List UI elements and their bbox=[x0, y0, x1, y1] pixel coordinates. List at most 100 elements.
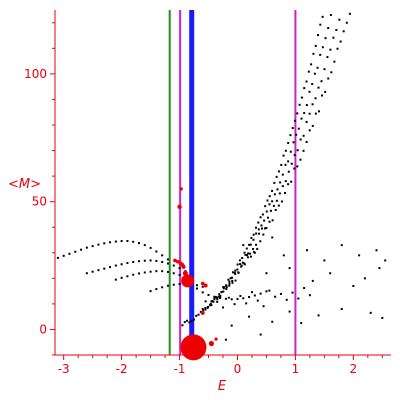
data-point-black-24 bbox=[236, 263, 239, 266]
data-point-black-272 bbox=[265, 290, 268, 293]
data-point-black-73 bbox=[231, 276, 234, 279]
data-point-black-313 bbox=[288, 267, 291, 270]
data-point-black-142 bbox=[302, 134, 305, 137]
data-point-black-50 bbox=[296, 112, 299, 115]
data-point-black-81 bbox=[252, 238, 255, 241]
data-point-black-219 bbox=[91, 270, 94, 273]
data-point-black-162 bbox=[240, 264, 243, 267]
data-point-black-278 bbox=[233, 303, 236, 306]
x-ticks: -3 -2 -1 0 1 2 bbox=[58, 355, 383, 376]
data-point-black-306 bbox=[282, 254, 285, 257]
data-point-black-146 bbox=[314, 97, 317, 100]
data-point-black-5 bbox=[192, 318, 195, 321]
data-point-black-57 bbox=[312, 52, 315, 55]
data-point-black-74 bbox=[233, 271, 236, 274]
data-point-red-7 bbox=[181, 274, 195, 288]
y-tick-label-100: 100 bbox=[24, 67, 47, 81]
data-point-black-49 bbox=[294, 119, 297, 122]
data-point-black-216 bbox=[161, 254, 164, 257]
data-point-black-134 bbox=[278, 192, 281, 195]
data-point-red-10 bbox=[177, 204, 182, 209]
data-point-black-275 bbox=[216, 300, 219, 303]
data-point-black-21 bbox=[229, 277, 232, 280]
data-point-black-93 bbox=[284, 163, 287, 166]
data-point-black-99 bbox=[300, 117, 303, 120]
data-point-black-246 bbox=[172, 272, 175, 275]
data-point-red-15 bbox=[200, 310, 205, 315]
data-point-black-311 bbox=[375, 249, 378, 252]
data-point-black-283 bbox=[262, 305, 265, 308]
data-point-black-8 bbox=[199, 310, 202, 313]
data-point-black-111 bbox=[210, 300, 213, 303]
data-point-black-233 bbox=[172, 264, 175, 267]
data-point-black-165 bbox=[250, 255, 252, 258]
data-point-black-106 bbox=[319, 53, 322, 56]
data-point-black-307 bbox=[306, 249, 308, 252]
data-point-black-153 bbox=[335, 28, 338, 31]
data-point-black-247 bbox=[178, 274, 181, 277]
data-point-black-265 bbox=[224, 297, 227, 300]
data-point-black-95 bbox=[289, 150, 292, 153]
data-point-black-3 bbox=[188, 321, 191, 324]
data-point-black-317 bbox=[311, 279, 314, 282]
data-point-black-117 bbox=[228, 284, 231, 287]
data-point-black-113 bbox=[216, 298, 219, 301]
data-point-black-315 bbox=[363, 277, 366, 280]
data-point-black-118 bbox=[231, 279, 234, 282]
data-point-black-208 bbox=[114, 240, 117, 243]
data-point-black-169 bbox=[262, 233, 265, 236]
data-point-black-82 bbox=[255, 232, 258, 235]
data-point-black-160 bbox=[234, 279, 237, 282]
data-point-black-4 bbox=[190, 320, 193, 323]
data-point-black-161 bbox=[237, 271, 240, 274]
data-point-black-297 bbox=[369, 311, 372, 314]
data-point-red-11 bbox=[179, 187, 183, 191]
data-point-black-42 bbox=[277, 170, 280, 173]
data-point-black-148 bbox=[320, 80, 323, 83]
data-point-black-193 bbox=[336, 47, 339, 50]
data-point-black-20 bbox=[227, 278, 230, 281]
data-point-black-112 bbox=[213, 298, 216, 301]
data-point-black-299 bbox=[300, 322, 303, 325]
data-point-black-171 bbox=[268, 220, 271, 223]
data-point-black-131 bbox=[269, 209, 272, 212]
data-point-black-89 bbox=[273, 193, 276, 196]
data-point-black-304 bbox=[253, 251, 256, 254]
data-point-red-0 bbox=[173, 258, 177, 263]
data-point-black-273 bbox=[204, 300, 207, 303]
data-point-black-167 bbox=[256, 247, 259, 250]
data-point-black-314 bbox=[329, 272, 332, 275]
data-point-black-264 bbox=[219, 297, 222, 300]
data-point-black-232 bbox=[166, 262, 169, 265]
data-point-black-285 bbox=[274, 295, 277, 298]
data-point-black-176 bbox=[283, 192, 286, 195]
data-point-black-61 bbox=[321, 15, 324, 18]
data-point-black-48 bbox=[291, 127, 294, 130]
data-point-black-270 bbox=[253, 294, 256, 297]
data-point-black-185 bbox=[311, 124, 314, 127]
data-point-black-298 bbox=[381, 316, 384, 319]
data-point-black-101 bbox=[305, 104, 308, 107]
data-point-black-294 bbox=[288, 310, 291, 313]
data-point-black-251 bbox=[155, 288, 158, 291]
data-point-black-196 bbox=[345, 21, 348, 24]
y-axis-label: <M> bbox=[8, 177, 41, 192]
data-point-black-129 bbox=[263, 227, 266, 230]
data-point-black-187 bbox=[317, 110, 320, 113]
data-point-black-40 bbox=[273, 181, 276, 184]
x-tick-label-0: 0 bbox=[234, 362, 242, 376]
data-point-black-16 bbox=[218, 293, 221, 296]
data-point-black-108 bbox=[324, 37, 327, 40]
data-point-black-51 bbox=[298, 103, 301, 106]
data-point-black-239 bbox=[132, 273, 135, 276]
data-point-black-288 bbox=[291, 291, 294, 294]
data-point-red-12 bbox=[180, 334, 207, 361]
data-point-black-292 bbox=[248, 315, 251, 318]
data-point-black-6 bbox=[195, 314, 198, 317]
data-point-black-141 bbox=[299, 138, 302, 141]
data-point-black-279 bbox=[239, 294, 242, 297]
data-point-black-245 bbox=[166, 270, 169, 273]
data-point-black-293 bbox=[271, 320, 274, 323]
data-point-black-276 bbox=[222, 306, 224, 309]
